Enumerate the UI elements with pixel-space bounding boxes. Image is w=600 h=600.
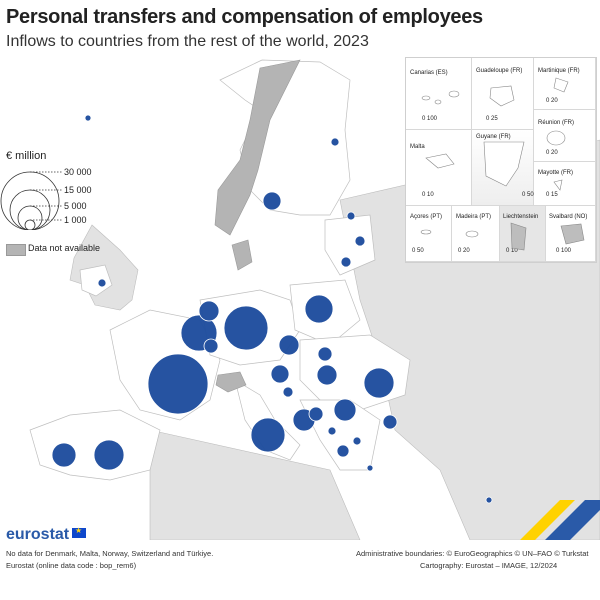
bubble-slovenia — [282, 386, 294, 398]
inset-label-guyane: Guyane (FR) — [476, 134, 511, 140]
bubble-portugal — [51, 442, 77, 468]
footer-source: Eurostat (online data code : bop_rem6) — [6, 561, 137, 570]
inset-scale-guyane: 0 50 — [522, 192, 534, 198]
bubble-czechia — [278, 334, 300, 356]
bubble-lithuania — [340, 256, 352, 268]
inset-label-malta: Malta — [410, 144, 425, 150]
denmark-na — [231, 239, 253, 271]
inset-martinique — [534, 58, 596, 110]
bubble-finland — [330, 137, 340, 147]
north-africa — [149, 429, 361, 540]
inset-malta — [406, 130, 472, 206]
inset-label-canarias: Canarias (ES) — [410, 70, 448, 76]
inset-liechtenstein — [500, 206, 546, 262]
bubble-slovakia — [317, 346, 333, 362]
eu-flag-icon — [72, 526, 86, 538]
bubble-croatia — [308, 406, 324, 422]
inset-scale-guadeloupe: 0 25 — [486, 116, 498, 122]
inset-reunion — [534, 110, 596, 162]
bubble-poland — [304, 294, 334, 324]
bubble-austria — [270, 364, 290, 384]
norway-na — [214, 59, 301, 236]
inset-scale-canarias: 0 100 — [422, 116, 438, 122]
bubble-serbia — [333, 398, 357, 422]
legend-unit: € million — [6, 150, 47, 162]
legend-size-5000: 5 000 — [64, 201, 87, 211]
inset-svalbard — [546, 206, 596, 262]
iberia — [29, 409, 161, 481]
inset-scale-liechtenstein: 0 10 — [506, 248, 518, 254]
inset-label-liechtenstein: Liechtenstein — [503, 214, 539, 220]
bubble-romania — [363, 367, 395, 399]
inset-scale-mayotte: 0 15 — [546, 192, 558, 198]
inset-madeira — [452, 206, 500, 262]
map-subtitle: Inflows to countries from the rest of th… — [6, 33, 369, 50]
bubble-estonia — [346, 211, 356, 221]
inset-scale-martinique: 0 20 — [546, 98, 558, 104]
inset-label-mayotte: Mayotte (FR) — [538, 170, 574, 176]
bubble-hungary — [316, 364, 338, 386]
bubble-bulgaria — [382, 414, 398, 430]
bubble-luxembourg — [203, 338, 219, 354]
legend-bubbles — [0, 171, 62, 230]
inset-scale-svalbard: 0 100 — [556, 248, 572, 254]
inset-scale-malta: 0 10 — [422, 192, 434, 198]
legend-size-30000: 30 000 — [64, 167, 92, 177]
eurostat-chevron-icon — [520, 500, 600, 540]
inset-canarias — [406, 58, 472, 130]
legend-na-label: Data not available — [28, 243, 101, 253]
bubble-north-macedonia — [336, 444, 350, 458]
footer-cartography: Cartography: Eurostat – IMAGE, 12/2024 — [420, 561, 558, 570]
inset-scale-madeira: 0 20 — [458, 248, 470, 254]
insets-panel: Canarias (ES) Guadeloupe (FR) Martinique… — [405, 57, 597, 263]
switzerland-na — [215, 371, 247, 393]
eurostat-logo: eurostat — [6, 526, 70, 543]
inset-scale-reunion: 0 20 — [546, 150, 558, 156]
inset-guadeloupe — [472, 58, 534, 130]
bubble-greece — [366, 464, 374, 472]
bubble-italy — [250, 417, 286, 453]
legend-na-swatch — [6, 244, 26, 256]
legend-size-1000: 1 000 — [64, 215, 87, 225]
bubble-montenegro — [327, 426, 337, 436]
footer-note: No data for Denmark, Malta, Norway, Swit… — [6, 549, 214, 558]
bubble-ireland — [97, 278, 107, 288]
bubble-france — [147, 353, 209, 415]
bubble-kosovo — [352, 436, 362, 446]
inset-label-martinique: Martinique (FR) — [538, 68, 580, 74]
inset-shapes — [420, 77, 585, 251]
bubble-sweden — [262, 191, 282, 211]
bubble-latvia — [354, 235, 366, 247]
bubble-germany — [223, 305, 269, 351]
inset-label-reunion: Réunion (FR) — [538, 120, 575, 126]
legend-size-15000: 15 000 — [64, 185, 92, 195]
ireland — [79, 264, 113, 297]
inset-label-madeira: Madeira (PT) — [456, 214, 492, 220]
inset-label-svalbard: Svalbard (NO) — [549, 214, 588, 220]
map-title: Personal transfers and compensation of e… — [6, 6, 483, 28]
bubble-cyprus — [485, 496, 493, 504]
inset-label-acores: Açores (PT) — [410, 214, 443, 220]
inset-scale-acores: 0 50 — [412, 248, 424, 254]
baltics — [324, 214, 376, 276]
footer-boundaries: Administrative boundaries: © EuroGeograp… — [356, 549, 589, 558]
bubble-netherlands — [198, 300, 220, 322]
inset-label-guadeloupe: Guadeloupe (FR) — [476, 68, 523, 74]
bubble-spain — [93, 439, 125, 471]
inset-acores — [406, 206, 452, 262]
inset-mayotte — [534, 162, 596, 206]
bubble-iceland — [84, 114, 92, 122]
